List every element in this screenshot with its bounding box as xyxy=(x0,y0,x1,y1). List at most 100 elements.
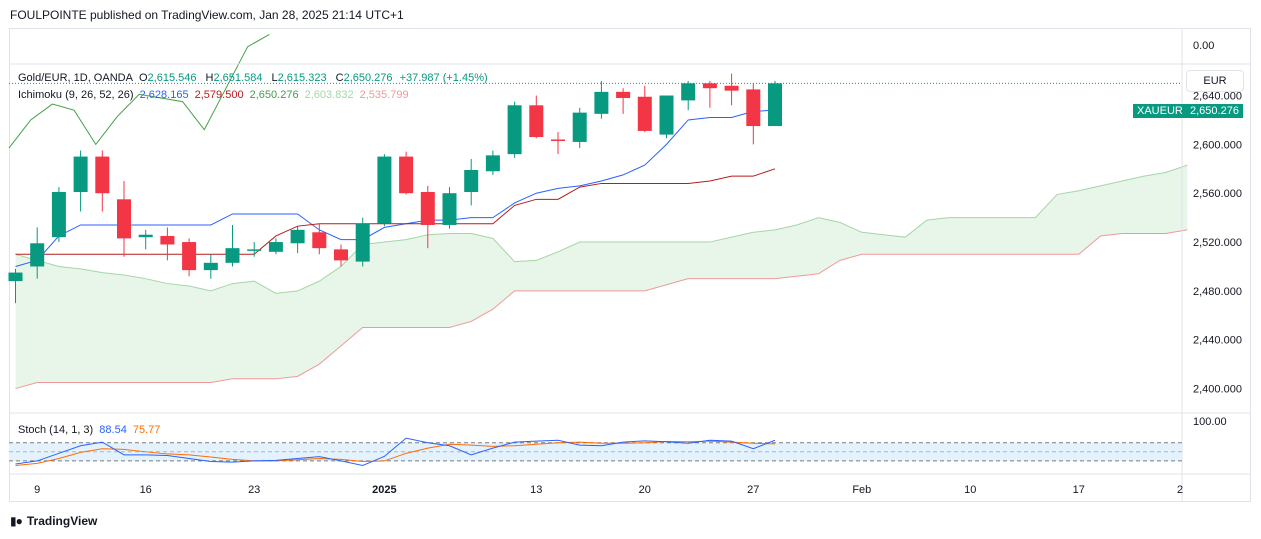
time-tick-label: Feb xyxy=(852,484,871,496)
stoch-k-value: 88.54 xyxy=(99,424,127,436)
candle-body xyxy=(702,83,717,89)
price-tick-label: 2,400.000 xyxy=(1193,384,1242,396)
candle-body xyxy=(312,232,327,249)
candle xyxy=(681,80,696,111)
high-value: 2,651.584 xyxy=(213,72,263,84)
candle-body xyxy=(117,199,131,239)
ichimoku-title: Ichimoku (9, 26, 52, 26) xyxy=(18,89,134,101)
candle-body xyxy=(616,91,631,98)
time-tick-label: 10 xyxy=(964,484,976,496)
candle-body xyxy=(659,95,674,135)
time-tick-label: 20 xyxy=(639,484,651,496)
candles xyxy=(8,73,782,304)
ichimoku-span-a-value: 2,603.832 xyxy=(304,89,354,101)
candle-body xyxy=(681,83,696,101)
candle-body xyxy=(594,91,609,114)
kijun-line xyxy=(15,168,776,255)
legend-stoch: Stoch (14, 1, 3) 88.54 75.77 xyxy=(18,424,163,436)
stoch-d-line xyxy=(15,440,776,466)
low-value: 2,615.323 xyxy=(277,72,327,84)
candle xyxy=(702,80,717,108)
candle xyxy=(138,229,153,250)
candle xyxy=(659,95,674,139)
candle xyxy=(768,80,782,127)
candle-body xyxy=(572,112,587,142)
ichimoku-lines xyxy=(8,34,1182,267)
candle-body xyxy=(225,248,240,263)
span-a-line xyxy=(15,164,1188,294)
ichimoku-kijun-value: 2,579.500 xyxy=(194,89,244,101)
stoch-band xyxy=(9,442,1182,461)
candle xyxy=(442,187,457,229)
stoch-k-line xyxy=(15,437,776,467)
candle-body xyxy=(355,223,370,262)
symbol-tag: XAUEUR xyxy=(1133,104,1187,118)
candle-body xyxy=(399,156,414,194)
candle xyxy=(95,150,110,212)
candle xyxy=(529,95,544,139)
change-value: +37.987 (+1.45%) xyxy=(399,72,488,84)
span-b-line xyxy=(15,229,1188,390)
legend-main: Gold/EUR, 1D, OANDA O2,615.546 H2,651.58… xyxy=(18,72,488,84)
price-tick-label: 2,640.000 xyxy=(1193,91,1242,103)
tv-logo-icon: ▮● xyxy=(10,514,23,528)
candle-body xyxy=(268,242,283,252)
time-tick-label: 2 xyxy=(1177,484,1183,496)
cloud-fill xyxy=(15,165,1188,389)
time-tick-label: 16 xyxy=(140,484,152,496)
candle xyxy=(312,223,327,255)
price-tick-label: 2,520.000 xyxy=(1193,237,1242,249)
candle xyxy=(724,73,739,106)
stoch-d-value: 75.77 xyxy=(132,424,161,436)
candle xyxy=(8,268,23,304)
symbol-title: Gold/EUR, 1D, OANDA xyxy=(18,72,133,84)
candle-body xyxy=(247,249,262,251)
price-tick-label: 2,440.000 xyxy=(1193,335,1242,347)
candle-body xyxy=(507,105,522,155)
candle-body xyxy=(138,234,153,238)
candle xyxy=(203,254,218,279)
candle-body xyxy=(464,170,479,192)
currency-button[interactable]: EUR xyxy=(1186,70,1244,92)
ichimoku-span-b-value: 2,535.799 xyxy=(359,89,409,101)
time-tick-label: 17 xyxy=(1073,484,1085,496)
time-tick-label: 23 xyxy=(248,484,260,496)
candle-body xyxy=(51,191,66,238)
candle-body xyxy=(420,191,435,225)
publisher-line: FOULPOINTE published on TradingView.com,… xyxy=(10,8,404,22)
candle-body xyxy=(182,242,197,271)
time-tick-label: 27 xyxy=(747,484,759,496)
candle xyxy=(507,101,522,158)
ichimoku-lagging-value: 2,650.276 xyxy=(249,89,299,101)
candle-body xyxy=(290,229,305,244)
candle xyxy=(551,132,565,155)
candle-body xyxy=(8,272,23,282)
candle xyxy=(117,181,131,257)
candle-body xyxy=(95,156,110,194)
candle xyxy=(30,227,45,279)
ichimoku-cloud xyxy=(15,164,1188,390)
time-tick-label: 9 xyxy=(34,484,40,496)
candle xyxy=(355,217,370,267)
brand-name: TradingView xyxy=(26,514,98,528)
candle-body xyxy=(30,243,45,267)
candle xyxy=(51,187,66,243)
candle xyxy=(377,154,392,227)
legend-ichimoku: Ichimoku (9, 26, 52, 26) 2,628.165 2,579… xyxy=(18,89,412,101)
tenkan-line xyxy=(15,109,776,267)
candle-body xyxy=(73,156,88,192)
chart-frame xyxy=(9,28,1251,502)
close-value: 2,650.276 xyxy=(343,72,393,84)
candle xyxy=(637,85,652,133)
candle xyxy=(746,83,761,145)
price-tick-label: 2,560.000 xyxy=(1193,188,1242,200)
candle xyxy=(182,238,197,277)
candle xyxy=(616,88,631,114)
footer-brand: ▮● TradingView xyxy=(10,514,97,528)
stoch-title: Stoch (14, 1, 3) xyxy=(18,424,94,436)
candle-body xyxy=(203,262,218,271)
candle-body xyxy=(160,235,175,245)
candle xyxy=(464,159,479,206)
stoch-top-label: 100.00 xyxy=(1193,416,1227,428)
